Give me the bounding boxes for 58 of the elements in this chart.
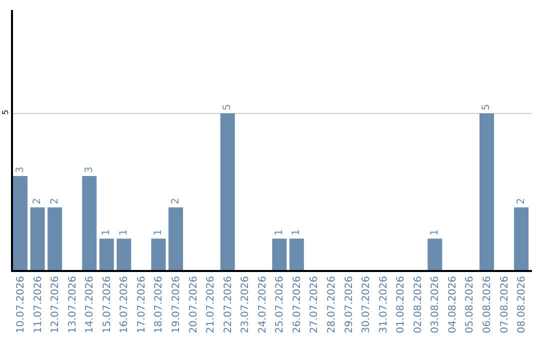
- bar: [99, 238, 114, 270]
- x-tick-label: 07.08.2026: [499, 276, 510, 334]
- x-tick-label: 04.08.2026: [447, 276, 458, 334]
- x-tick-label: 26.07.2026: [292, 276, 303, 334]
- x-tick-label: 19.07.2026: [171, 276, 182, 334]
- x-tick-label: 13.07.2026: [67, 276, 78, 334]
- x-tick-label: 11.07.2026: [32, 276, 44, 334]
- x-tick-label: 08.08.2026: [516, 276, 528, 334]
- bar: [151, 238, 166, 270]
- data-label: 3: [14, 166, 26, 174]
- data-label: 1: [291, 229, 302, 236]
- data-label: 1: [429, 229, 440, 236]
- x-tick-label: 22.07.2026: [222, 276, 234, 334]
- x-tick-label: 21.07.2026: [206, 276, 217, 334]
- x-tick-label: 02.08.2026: [412, 276, 424, 334]
- data-label: 2: [49, 198, 60, 204]
- data-label: 3: [84, 166, 95, 174]
- x-tick-label: 27.07.2026: [309, 276, 320, 334]
- bar: [30, 207, 45, 270]
- x-tick-label: 31.07.2026: [378, 276, 390, 334]
- data-label: 1: [274, 229, 285, 236]
- data-label: 5: [481, 104, 492, 110]
- bar: [13, 176, 28, 270]
- x-tick-label: 29.07.2026: [344, 276, 355, 334]
- bar: [220, 113, 235, 270]
- data-label: 2: [516, 198, 527, 204]
- x-tick-label: 14.07.2026: [84, 276, 96, 334]
- x-tick-label: 15.07.2026: [102, 276, 113, 334]
- bar: [82, 176, 97, 270]
- data-label: 2: [32, 198, 44, 204]
- bar: [272, 238, 287, 270]
- bar: [428, 238, 442, 270]
- data-label: 1: [118, 229, 130, 236]
- data-label: 2: [170, 198, 182, 204]
- x-tick-label: 20.07.2026: [188, 276, 200, 334]
- x-tick-label: 23.07.2026: [240, 276, 252, 334]
- x-tick-label: 10.07.2026: [16, 276, 27, 334]
- x-tick-label: 12.07.2026: [50, 276, 62, 334]
- bar: [289, 238, 304, 270]
- x-tick-label: 03.08.2026: [430, 276, 442, 334]
- x-tick-label: 16.07.2026: [119, 276, 130, 334]
- data-label: 1: [101, 229, 112, 236]
- x-tick-label: 06.08.2026: [482, 276, 493, 334]
- data-label: 1: [152, 229, 164, 236]
- x-tick-label: 18.07.2026: [154, 276, 165, 334]
- x-tick-label: 25.07.2026: [274, 276, 286, 334]
- bar: [168, 207, 184, 270]
- x-tick-label: 28.07.2026: [326, 276, 338, 334]
- data-label: 5: [222, 104, 234, 110]
- x-tick-label: 01.08.2026: [396, 276, 407, 334]
- x-tick-label: 24.07.2026: [257, 276, 268, 334]
- bar: [479, 113, 494, 270]
- x-tick-label: 05.08.2026: [464, 276, 476, 334]
- bar: [48, 207, 62, 270]
- bar: [514, 207, 529, 270]
- x-tick-label: 17.07.2026: [136, 276, 148, 334]
- bar: [116, 238, 132, 270]
- x-tick-label: 30.07.2026: [361, 276, 372, 334]
